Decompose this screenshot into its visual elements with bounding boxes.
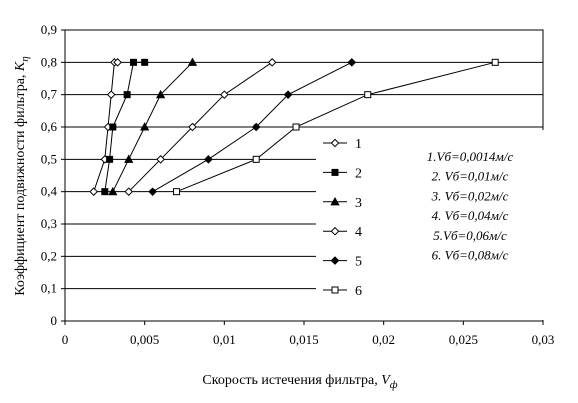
y-tick-label: 0,3: [41, 216, 57, 231]
legend-label: 2: [355, 166, 362, 181]
data-point: [124, 187, 134, 196]
data-point: [89, 187, 98, 196]
annotations: 1.Vб=0,0014м/с 2. Vб=0,01м/с 3. Vб=0,02м/с…: [427, 149, 514, 263]
data-point: [106, 90, 116, 99]
y-tick-label: 0,4: [41, 184, 58, 199]
legend-item: 3: [323, 196, 362, 211]
data-point: [347, 58, 357, 67]
legend-item: 5: [323, 255, 362, 270]
data-point: [252, 155, 260, 163]
annotation-text: 5.Vб=0,06м/с: [433, 228, 507, 243]
y-tick-label: 0,1: [41, 281, 57, 296]
y-tick-label: 0,7: [41, 87, 58, 102]
x-tick-label: 0: [62, 332, 69, 347]
y-axis-title: Коэффициент подвижности фильтра, Kη: [13, 56, 31, 295]
data-point: [101, 188, 109, 196]
data-point: [331, 168, 339, 176]
data-point: [491, 58, 499, 66]
data-point: [113, 58, 122, 67]
data-point: [292, 123, 300, 131]
annotation-text: 2. Vб=0,01м/с: [432, 169, 509, 184]
y-tick-label: 0,2: [41, 248, 57, 263]
legend-label: 5: [355, 255, 362, 270]
annotation-text: 3. Vб=0,02м/с: [431, 188, 509, 203]
data-point: [330, 256, 340, 265]
data-point: [124, 154, 134, 163]
x-tick-label: 0,03: [532, 332, 555, 347]
data-point: [330, 138, 340, 148]
data-point: [156, 155, 165, 164]
data-point: [148, 187, 157, 196]
data-point: [331, 286, 339, 294]
data-point: [364, 91, 372, 99]
data-point: [106, 155, 114, 163]
legend-label: 1: [355, 137, 362, 152]
data-point: [173, 188, 181, 196]
data-point: [155, 89, 166, 99]
data-point: [109, 123, 117, 131]
data-point: [140, 122, 150, 131]
legend-item: 1: [323, 137, 362, 152]
series-6: [173, 58, 499, 196]
series-3: [108, 57, 198, 196]
legend-item: 6: [323, 284, 362, 299]
tick-labels: 0 0,1 0,2 0,3 0,4 0,5 0,6 0,7 0,8 0,9 0 0,005 0,01 0,…: [41, 22, 555, 347]
x-tick-label: 0,005: [130, 332, 159, 347]
y-tick-label: 0,5: [41, 151, 57, 166]
legend-item: 4: [323, 225, 362, 240]
annotation-text: 4. Vб=0,04м/с: [432, 208, 509, 223]
y-tick-label: 0,8: [41, 54, 57, 69]
series-5: [148, 58, 357, 196]
legend-label: 4: [355, 225, 362, 240]
y-tick-label: 0: [51, 313, 58, 328]
x-tick-label: 0,02: [372, 332, 395, 347]
series-group: [89, 57, 499, 196]
data-point: [123, 91, 131, 99]
data-point: [251, 122, 261, 132]
legend-label: 3: [355, 196, 362, 211]
data-point: [330, 226, 340, 236]
y-tick-label: 0,6: [41, 119, 58, 134]
x-axis-title: Скорость истечения фильтра, Vф: [202, 373, 397, 391]
data-point: [141, 58, 149, 66]
series-2: [101, 58, 149, 196]
x-tick-label: 0,015: [289, 332, 318, 347]
x-tick-label: 0,01: [213, 332, 236, 347]
annotation-text: 6. Vб=0,08м/с: [432, 248, 509, 263]
legend-box: [316, 130, 544, 320]
data-point: [188, 122, 197, 132]
legend-item: 2: [323, 166, 362, 181]
legend-label: 6: [355, 284, 362, 299]
data-point: [130, 58, 138, 66]
series-4: [124, 58, 277, 196]
data-point: [283, 90, 293, 99]
y-tick-label: 0,9: [41, 22, 57, 37]
data-point: [220, 90, 229, 99]
legend: 1 2 3 4 5 6: [316, 130, 544, 320]
data-point: [204, 155, 213, 164]
x-tick-label: 0,025: [449, 332, 478, 347]
data-point: [330, 196, 340, 206]
data-point: [187, 57, 198, 66]
data-point: [108, 186, 118, 196]
annotation-text: 1.Vб=0,0014м/с: [427, 149, 514, 164]
data-point: [267, 58, 277, 67]
